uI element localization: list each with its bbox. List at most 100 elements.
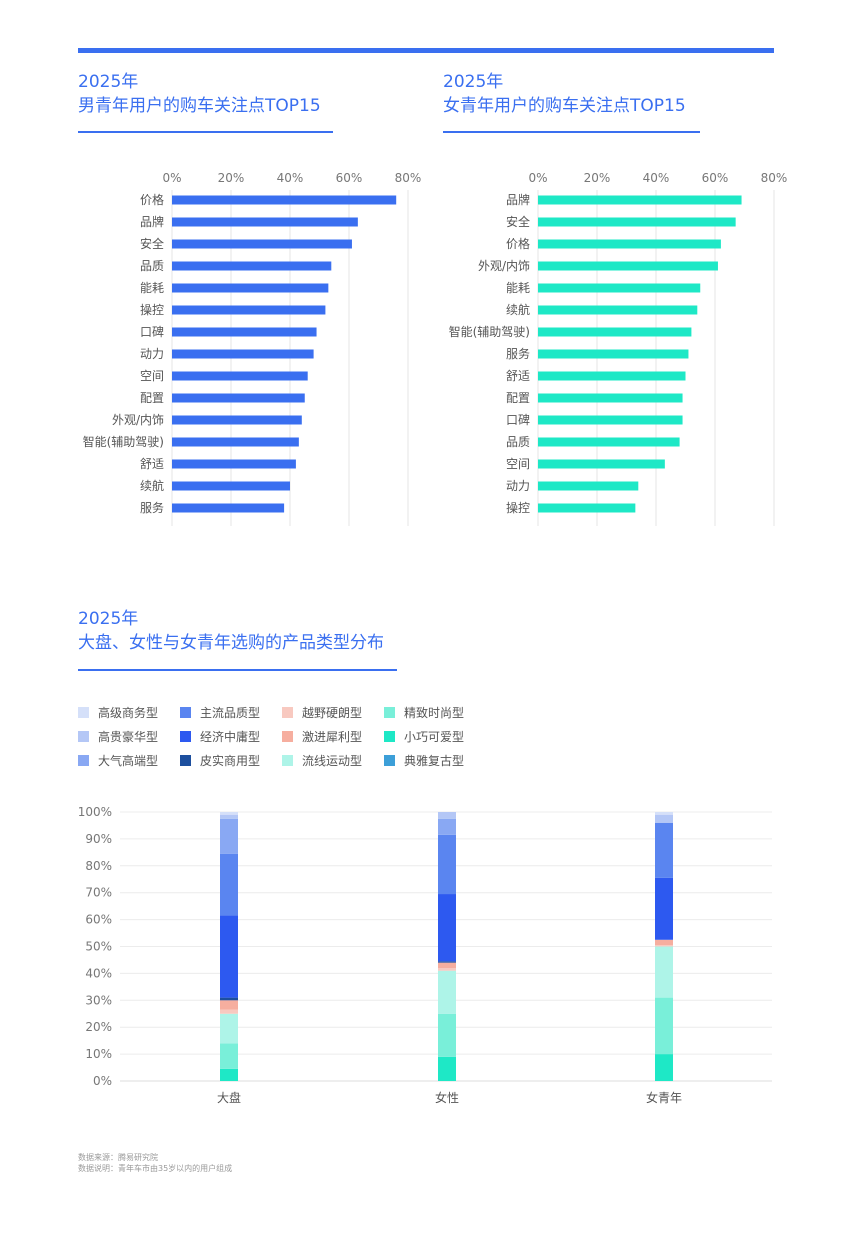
stack-y-tick-label: 50% <box>85 940 112 954</box>
male-category-label: 价格 <box>140 192 164 207</box>
male-category-label: 外观/内饰 <box>112 413 164 427</box>
stack-segment <box>220 1068 238 1081</box>
legend-item: 小巧可爱型 <box>384 728 464 745</box>
female-category-label: 能耗 <box>506 281 530 295</box>
legend-label: 皮实商用型 <box>200 754 261 768</box>
male-x-tick-label: 60% <box>336 171 363 185</box>
female-x-tick-label: 60% <box>702 171 729 185</box>
stack-segment <box>438 968 456 971</box>
male-x-tick-label: 0% <box>162 171 181 185</box>
legend-label: 精致时尚型 <box>404 706 465 720</box>
legend-item: 越野硬朗型 <box>282 704 362 721</box>
male-x-tick-label: 20% <box>218 171 245 185</box>
distribution-chart-title: 2025年 大盘、女性与女青年选购的产品类型分布 <box>78 607 384 655</box>
female-bar <box>538 415 683 425</box>
stack-segment <box>220 812 238 815</box>
female-bar <box>538 261 718 271</box>
male-category-label: 空间 <box>140 369 164 383</box>
top-accent-bar <box>78 48 774 53</box>
male-attention-bar-chart: 0% 20% 40% 60% 80% 价格品牌安全品质能耗操控口碑动力空间配置外观/内饰智… <box>83 171 422 526</box>
stack-segment <box>220 853 238 916</box>
stack-segment <box>220 997 238 1001</box>
stack-segment <box>438 962 456 969</box>
female-title-year: 2025年 <box>443 72 504 92</box>
stack-segment <box>438 970 456 1014</box>
legend-item: 经济中庸型 <box>180 728 260 745</box>
stack-segment <box>438 961 456 963</box>
stack-segment <box>655 946 673 998</box>
male-bar <box>172 459 296 469</box>
female-x-tick-label: 80% <box>761 171 788 185</box>
legend-swatch <box>78 755 89 766</box>
legend-label: 流线运动型 <box>302 754 363 768</box>
stack-y-tick-label: 30% <box>85 993 112 1007</box>
female-category-label: 外观/内饰 <box>478 259 530 273</box>
female-category-label: 安全 <box>506 214 530 229</box>
female-bar <box>538 327 692 337</box>
male-category-label: 口碑 <box>140 324 164 339</box>
legend-item: 激进犀利型 <box>282 728 362 745</box>
legend-label: 主流品质型 <box>200 706 261 720</box>
stack-category-label: 女性 <box>435 1090 459 1105</box>
stack-segment <box>655 814 673 823</box>
female-category-label: 服务 <box>506 346 530 361</box>
male-bar <box>172 283 329 293</box>
stack-y-tick-label: 70% <box>85 886 112 900</box>
male-x-tick-label: 80% <box>395 171 422 185</box>
male-category-label: 操控 <box>140 302 164 317</box>
male-category-label: 配置 <box>140 391 164 405</box>
legend-label: 高级商务型 <box>98 706 159 720</box>
stack-segment <box>220 1009 238 1014</box>
female-bar <box>538 195 742 205</box>
legend-swatch <box>180 707 191 718</box>
male-chart-title: 2025年 男青年用户的购车关注点TOP15 <box>78 70 321 118</box>
legend-swatch <box>282 755 293 766</box>
legend-swatch <box>282 731 293 742</box>
legend-item: 精致时尚型 <box>384 704 464 721</box>
female-bar <box>538 239 721 249</box>
legend-item: 流线运动型 <box>282 752 362 769</box>
legend-label: 高贵豪华型 <box>98 730 159 744</box>
male-bar <box>172 349 314 359</box>
legend-label: 大气高端型 <box>98 754 159 768</box>
stack-segment <box>655 812 673 815</box>
male-title-year: 2025年 <box>78 72 139 92</box>
legend-item: 皮实商用型 <box>180 752 260 769</box>
female-bar <box>538 217 736 227</box>
female-category-label: 口碑 <box>506 412 530 427</box>
distribution-legend: 高级商务型 主流品质型 越野硬朗型 精致时尚型高贵豪华型 经济中庸型 激进犀利型 小巧可爱型… <box>78 704 498 776</box>
male-category-label: 动力 <box>140 347 164 361</box>
male-x-tick-label: 40% <box>277 171 304 185</box>
male-title-text: 男青年用户的购车关注点TOP15 <box>78 96 321 116</box>
legend-swatch <box>180 755 191 766</box>
male-category-label: 能耗 <box>140 281 164 295</box>
female-bar <box>538 305 698 315</box>
female-chart-title: 2025年 女青年用户的购车关注点TOP15 <box>443 70 686 118</box>
footnote-note: 数据说明：青年车市由35岁以内的用户组成 <box>78 1164 233 1173</box>
legend-label: 激进犀利型 <box>302 730 363 744</box>
footnote: 数据来源：腾易研究院 数据说明：青年车市由35岁以内的用户组成 <box>78 1152 232 1174</box>
male-bar <box>172 261 332 271</box>
male-bar <box>172 195 397 205</box>
male-bar <box>172 503 285 513</box>
legend-swatch <box>78 731 89 742</box>
female-category-label: 操控 <box>506 500 530 515</box>
stack-y-tick-label: 100% <box>78 805 112 819</box>
legend-swatch <box>282 707 293 718</box>
female-bar <box>538 349 689 359</box>
stack-segment <box>655 1054 673 1081</box>
male-bar <box>172 415 302 425</box>
stack-segment <box>438 834 456 895</box>
female-bar <box>538 459 665 469</box>
legend-item: 高贵豪华型 <box>78 728 158 745</box>
stack-y-tick-label: 80% <box>85 859 112 873</box>
female-bar <box>538 437 680 447</box>
legend-label: 经济中庸型 <box>200 730 261 744</box>
stack-segment <box>655 945 673 947</box>
legend-item: 主流品质型 <box>180 704 260 721</box>
male-category-label: 续航 <box>140 478 164 493</box>
legend-label: 小巧可爱型 <box>404 730 465 744</box>
female-category-label: 智能(辅助驾驶) <box>449 324 530 339</box>
stack-segment <box>655 877 673 940</box>
